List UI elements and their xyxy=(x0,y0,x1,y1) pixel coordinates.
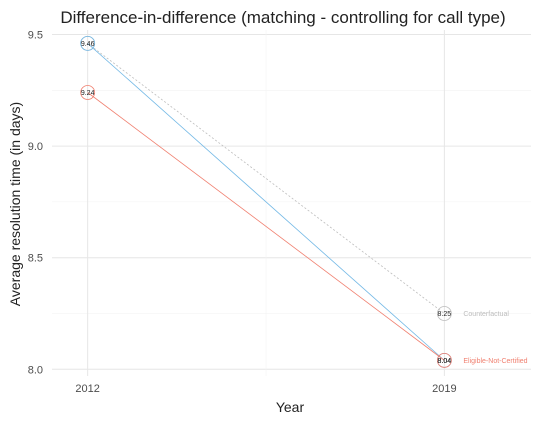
data-label: 8.04 xyxy=(438,358,452,365)
data-label: 8.04 xyxy=(438,358,452,365)
x-tick-label: 2012 xyxy=(75,383,99,395)
data-label: 8.25 xyxy=(438,311,452,318)
x-axis-title: Year xyxy=(276,399,305,415)
series-line xyxy=(87,43,445,361)
series-end-label: Eligible-Not-Certified xyxy=(463,358,527,365)
data-point xyxy=(80,35,96,51)
series-layer xyxy=(80,35,452,368)
y-axis-title: Average resolution time (in days) xyxy=(7,102,23,306)
data-label: 9.46 xyxy=(81,41,95,48)
data-point xyxy=(80,85,96,100)
data-point xyxy=(436,352,452,368)
series-line xyxy=(87,92,445,361)
axes: 8.0 8.5 9.0 9.5 2012 2019 xyxy=(28,29,457,395)
y-tick-label: 9.5 xyxy=(28,29,43,41)
x-tick-label: 2019 xyxy=(432,383,456,395)
series-end-label: Counterfactual xyxy=(463,311,509,318)
chart-title: Difference-in-difference (matching - con… xyxy=(60,8,505,27)
y-tick-label: 8.0 xyxy=(28,364,43,376)
data-point xyxy=(436,306,452,321)
data-label: 9.24 xyxy=(81,90,95,97)
y-tick-label: 9.0 xyxy=(28,141,43,153)
grid xyxy=(52,30,531,376)
series-line xyxy=(87,43,445,314)
y-tick-label: 8.5 xyxy=(28,253,43,265)
data-labels: 8.259.468.049.248.04CounterfactualEligib… xyxy=(81,41,528,365)
